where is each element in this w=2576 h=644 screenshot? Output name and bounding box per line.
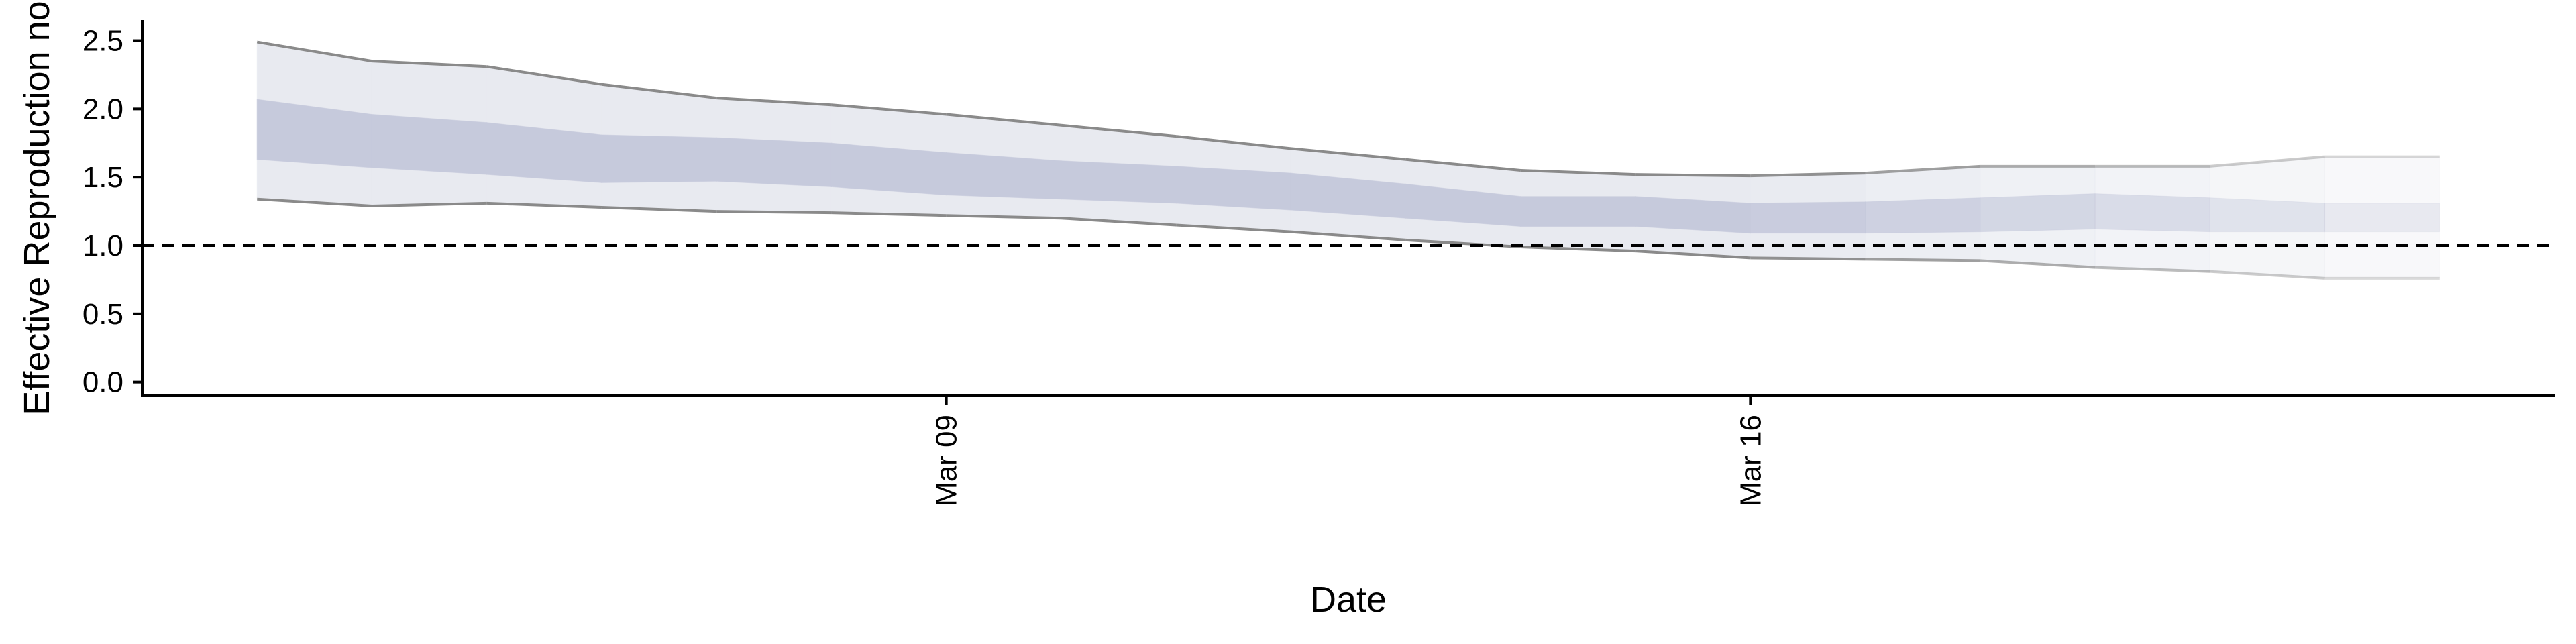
band-90-lower-edge bbox=[486, 201, 602, 209]
band-90-segment bbox=[2209, 156, 2326, 279]
x-axis-ticks: Mar 09 Mar 16 bbox=[930, 396, 1767, 506]
band-90-lower-edge bbox=[1291, 230, 1406, 241]
x-tick-label: Mar 09 bbox=[930, 415, 963, 506]
band-90-lower-edge bbox=[946, 214, 1061, 220]
band-90-upper-edge bbox=[1520, 169, 1636, 176]
band-90-upper-edge bbox=[946, 113, 1062, 127]
band-50-segment bbox=[716, 137, 832, 187]
band-90-upper-edge bbox=[2210, 155, 2325, 168]
band-90-upper-edge bbox=[1750, 172, 1866, 178]
y-tick-label: 0.5 bbox=[83, 298, 123, 331]
band-90-lower-edge bbox=[1520, 246, 1636, 253]
band-90-lower-edge bbox=[1176, 223, 1291, 233]
band-90-segment bbox=[2324, 156, 2440, 279]
band-50-segment bbox=[2324, 203, 2440, 233]
band-90-lower-edge bbox=[716, 210, 832, 215]
band-50-segment bbox=[1175, 166, 1291, 211]
band-50-segment bbox=[2209, 197, 2326, 233]
band-90-lower-edge bbox=[1980, 259, 2096, 269]
band-90-upper-edge bbox=[486, 65, 602, 86]
band-90-upper-edge bbox=[1291, 147, 1406, 161]
x-tick-label: Mar 16 bbox=[1734, 415, 1767, 506]
x-axis-title: Date bbox=[1310, 580, 1387, 620]
band-90-upper-edge bbox=[601, 83, 717, 100]
y-axis-ticks: 0.0 0.5 1.0 1.5 2.0 2.5 bbox=[83, 25, 142, 399]
band-90-upper-edge bbox=[1175, 135, 1291, 150]
band-90-upper-edge bbox=[716, 97, 832, 107]
y-tick-label: 1.5 bbox=[83, 161, 123, 194]
band-90-lower-edge bbox=[372, 201, 487, 207]
band-90-lower-edge bbox=[1061, 217, 1177, 227]
band-50-segment bbox=[1635, 196, 1751, 234]
band-90-lower-edge bbox=[2094, 266, 2210, 273]
band-90-lower-edge bbox=[257, 197, 372, 207]
band-90-lower-edge bbox=[1750, 256, 1866, 261]
band-90-upper-edge bbox=[831, 103, 947, 116]
band-edge-lines bbox=[256, 40, 2440, 280]
band-50-segment bbox=[1750, 201, 1866, 234]
y-tick-label: 1.0 bbox=[83, 229, 123, 262]
band-90-upper-edge bbox=[372, 60, 487, 68]
y-tick-label: 2.0 bbox=[83, 93, 123, 125]
band-90-lower-edge bbox=[1635, 250, 1751, 260]
band-90-lower-edge bbox=[1865, 258, 1980, 262]
band-90-upper-edge bbox=[256, 40, 372, 63]
band-50-segment bbox=[946, 152, 1062, 200]
band-50-segment bbox=[1520, 196, 1636, 227]
band-90-upper-edge bbox=[1865, 164, 1980, 175]
y-tick-label: 0.0 bbox=[83, 366, 123, 399]
y-axis-title: Effective Reproduction no bbox=[17, 1, 57, 415]
band-50-segment bbox=[1061, 160, 1177, 204]
band-50-segment bbox=[1865, 197, 1981, 234]
y-tick-label: 2.5 bbox=[83, 25, 123, 58]
band-90-lower-edge bbox=[601, 205, 717, 213]
uncertainty-bands bbox=[256, 41, 2440, 279]
band-90-upper-edge bbox=[1061, 123, 1177, 138]
band-50-segment bbox=[1980, 193, 2096, 233]
band-50-segment bbox=[601, 134, 717, 183]
band-90-upper-edge bbox=[1635, 173, 1751, 178]
band-90-lower-edge bbox=[831, 211, 947, 217]
band-50-segment bbox=[371, 113, 488, 175]
band-90-lower-edge bbox=[2210, 270, 2325, 280]
band-50-segment bbox=[2094, 193, 2210, 233]
band-90-upper-edge bbox=[1405, 158, 1521, 172]
